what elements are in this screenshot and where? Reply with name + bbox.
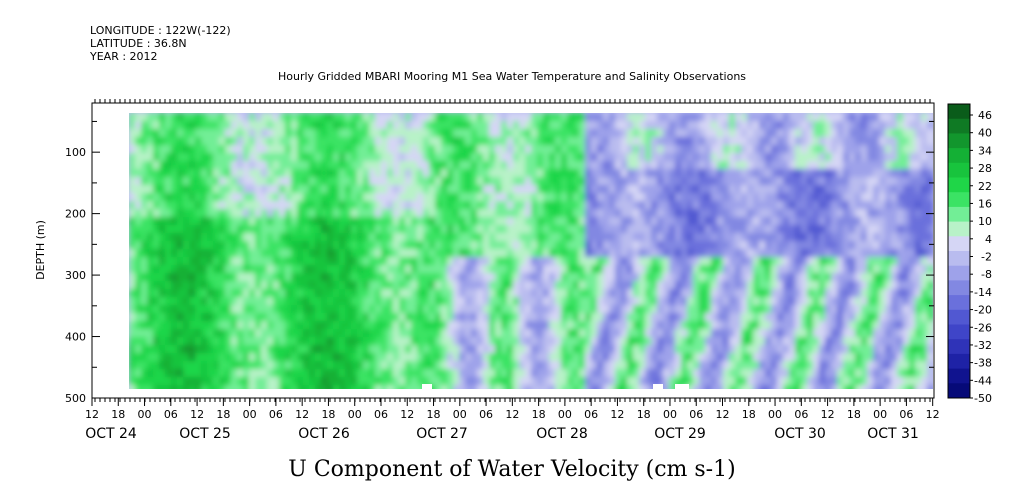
x-hour-label: 12 bbox=[926, 408, 940, 421]
x-hour-label: 18 bbox=[216, 408, 230, 421]
x-hour-label: 18 bbox=[847, 408, 861, 421]
colorbar-swatch bbox=[948, 236, 970, 252]
x-hour-label: 00 bbox=[873, 408, 887, 421]
longitude-label: LONGITUDE : 122W(-122) bbox=[90, 24, 231, 37]
x-hour-ticks: 12 18 00 06 12 18 00 06 12 18 00 06 12 18 00 06 12 18 00 06… bbox=[85, 398, 940, 421]
colorbar-label: -32 bbox=[974, 339, 992, 352]
colorbar-swatch bbox=[948, 206, 970, 223]
colorbar-swatch bbox=[948, 368, 970, 384]
x-hour-label: 00 bbox=[348, 408, 362, 421]
x-hour-label: 06 bbox=[899, 408, 913, 421]
colorbar-label: 46 bbox=[978, 109, 992, 122]
colorbar-swatch bbox=[948, 221, 970, 237]
x-hour-label: 18 bbox=[742, 408, 756, 421]
x-hour-label: 18 bbox=[532, 408, 546, 421]
year-label: YEAR : 2012 bbox=[89, 50, 158, 63]
x-hour-label: 12 bbox=[190, 408, 204, 421]
x-hour-label: 00 bbox=[558, 408, 572, 421]
x-hour-label: 06 bbox=[584, 408, 598, 421]
y-tick-label: 100 bbox=[65, 146, 86, 159]
x-hour-label: 12 bbox=[505, 408, 519, 421]
colorbar-label: -44 bbox=[974, 374, 992, 387]
x-hour-label: 18 bbox=[321, 408, 335, 421]
colorbar-swatch bbox=[948, 148, 970, 164]
plot-frame bbox=[91, 102, 935, 399]
colorbar-label: 40 bbox=[978, 127, 992, 140]
colorbar-swatch bbox=[948, 162, 970, 178]
x-hour-label: 06 bbox=[794, 408, 808, 421]
colorbar-swatch bbox=[948, 104, 970, 120]
colorbar: 46 40 34 28 22 16 10 4 -2 -8 -14 -20 -26 -32 -38 -44 -50 bbox=[947, 103, 992, 405]
colorbar-swatch bbox=[948, 383, 970, 399]
colorbar-swatch bbox=[948, 177, 970, 193]
colorbar-swatch bbox=[948, 251, 970, 267]
x-hour-label: 06 bbox=[374, 408, 388, 421]
colorbar-swatch bbox=[948, 309, 970, 325]
x-hour-label: 00 bbox=[243, 408, 257, 421]
colorbar-swatch bbox=[948, 353, 970, 370]
colorbar-swatch bbox=[948, 192, 970, 208]
x-day-labels: OCT 24 OCT 25 OCT 26 OCT 27 OCT 28 OCT 29 OCT … bbox=[85, 426, 919, 442]
y-tick-label: 500 bbox=[65, 392, 86, 405]
x-hour-label: 12 bbox=[610, 408, 624, 421]
x-hour-label: 00 bbox=[768, 408, 782, 421]
x-hour-label: 06 bbox=[269, 408, 283, 421]
y-tick-label: 300 bbox=[65, 269, 86, 282]
x-hour-label: 12 bbox=[85, 408, 99, 421]
colorbar-label: -26 bbox=[974, 321, 992, 334]
colorbar-swatch bbox=[948, 295, 970, 311]
colorbar-label: -8 bbox=[981, 268, 992, 281]
colorbar-label: 22 bbox=[978, 180, 992, 193]
y-axis-label: DEPTH (m) bbox=[34, 220, 47, 280]
colorbar-label: -50 bbox=[974, 392, 992, 405]
colorbar-label: 16 bbox=[978, 197, 992, 210]
colorbar-label: -2 bbox=[981, 251, 992, 264]
x-hour-label: 12 bbox=[295, 408, 309, 421]
latitude-label: LATITUDE : 36.8N bbox=[90, 37, 187, 50]
colorbar-label: 28 bbox=[978, 162, 992, 175]
chart-title: Hourly Gridded MBARI Mooring M1 Sea Wate… bbox=[278, 70, 746, 83]
colorbar-label: 10 bbox=[978, 215, 992, 228]
x-hour-label: 12 bbox=[821, 408, 835, 421]
x-day-label: OCT 27 bbox=[416, 426, 468, 442]
x-hour-label: 18 bbox=[111, 408, 125, 421]
x-hour-label: 00 bbox=[453, 408, 467, 421]
x-day-label: OCT 28 bbox=[536, 426, 588, 442]
x-hour-label: 18 bbox=[427, 408, 441, 421]
x-day-label: OCT 25 bbox=[179, 426, 231, 442]
colorbar-label: 34 bbox=[978, 144, 992, 157]
x-hour-label: 00 bbox=[138, 408, 152, 421]
colorbar-label: -20 bbox=[974, 304, 992, 317]
x-hour-label: 06 bbox=[479, 408, 493, 421]
x-hour-label: 06 bbox=[689, 408, 703, 421]
x-hour-label: 12 bbox=[400, 408, 414, 421]
x-day-label: OCT 29 bbox=[654, 426, 706, 442]
x-day-label: OCT 31 bbox=[867, 426, 919, 442]
colorbar-swatch bbox=[948, 339, 970, 355]
x-axis-label: U Component of Water Velocity (cm s-1) bbox=[288, 457, 735, 482]
x-hour-label: 00 bbox=[663, 408, 677, 421]
x-hour-label: 06 bbox=[164, 408, 178, 421]
y-ticks: 100 200 300 400 500 bbox=[65, 120, 934, 405]
colorbar-swatch bbox=[948, 265, 970, 281]
colorbar-swatch bbox=[948, 133, 970, 149]
colorbar-swatch bbox=[948, 118, 970, 134]
colorbar-swatch bbox=[948, 324, 970, 340]
x-hour-label: 18 bbox=[637, 408, 651, 421]
colorbar-label: -38 bbox=[974, 357, 992, 370]
x-hour-label: 12 bbox=[716, 408, 730, 421]
y-tick-label: 400 bbox=[65, 331, 86, 344]
heatmap-field bbox=[129, 113, 933, 389]
colorbar-label: 4 bbox=[985, 233, 992, 246]
y-tick-label: 200 bbox=[65, 208, 86, 221]
colorbar-swatch bbox=[948, 280, 970, 296]
x-day-label: OCT 24 bbox=[85, 426, 137, 442]
x-day-label: OCT 30 bbox=[774, 426, 826, 442]
colorbar-label: -14 bbox=[974, 286, 992, 299]
x-day-label: OCT 26 bbox=[298, 426, 350, 442]
